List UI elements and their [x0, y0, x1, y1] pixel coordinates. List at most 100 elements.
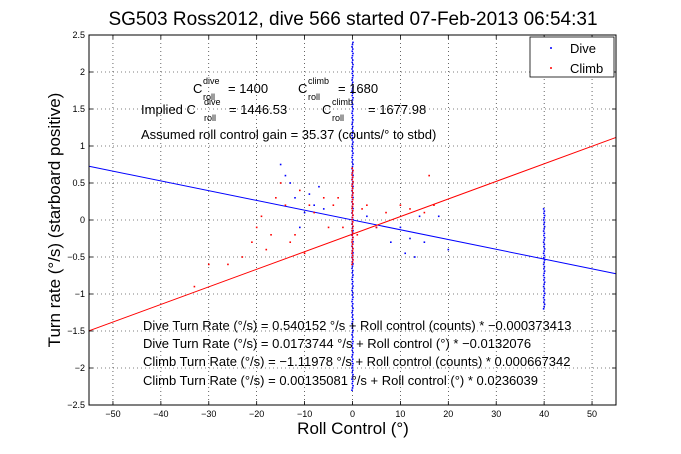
dive-point: [418, 215, 421, 218]
dive-cluster-point: [352, 307, 354, 310]
dive-cluster-point: [351, 316, 354, 318]
dive-cluster-point: [351, 382, 354, 385]
climb-point: [322, 197, 325, 199]
dive-cluster-point: [351, 79, 353, 81]
dive-cluster-point: [352, 340, 354, 343]
climb-cluster-point: [351, 176, 354, 178]
climb-point: [265, 248, 268, 251]
climb-point: [428, 174, 430, 177]
implied-label: Implied C: [141, 102, 196, 117]
dive-cluster-point: [543, 292, 546, 295]
climb-cluster-point: [351, 234, 354, 237]
implied-dive-sup: dive: [204, 97, 221, 107]
climb-point: [361, 208, 363, 210]
dive-cluster-point: [352, 41, 354, 44]
dive-cluster-point: [351, 358, 354, 360]
dive-cluster-point: [351, 289, 353, 292]
climb-cluster-point: [351, 238, 354, 241]
dive-cluster-point: [351, 287, 354, 290]
climb-cluster-point: [351, 198, 354, 201]
dive-point: [279, 163, 282, 166]
dive-cluster-point: [543, 234, 545, 237]
dive-cluster-point: [351, 269, 354, 272]
dive-cluster-point: [351, 327, 354, 329]
climb-point: [270, 234, 272, 236]
climb-cluster-point: [351, 263, 353, 266]
climb-point: [294, 234, 296, 236]
dive-cluster-point: [352, 240, 354, 243]
y-tick-label: −2: [75, 363, 85, 373]
x-tick-label: 40: [539, 409, 549, 419]
dive-cluster-point: [351, 94, 354, 97]
dive-cluster-point: [351, 43, 354, 46]
climb-cluster-point: [352, 214, 354, 216]
dive-cluster-point: [352, 63, 354, 66]
climb-point: [260, 215, 263, 218]
dive-cluster-point: [351, 265, 354, 267]
fit-equation: Climb Turn Rate (°/s) = −1.11978 °/s + R…: [143, 354, 570, 369]
dive-cluster-point: [543, 290, 545, 292]
dive-cluster-point: [351, 367, 353, 369]
tick-labels: −50 −40 −30 −20 −10 0 10 20 30 40 50−2.5−2−1.5−1−0…: [67, 30, 597, 419]
dive-cluster-point: [351, 267, 353, 270]
dive-cluster-point: [351, 136, 354, 139]
dive-cluster-point: [351, 389, 353, 391]
climb-cluster-point: [351, 230, 353, 232]
implied-dive-value: = 1446.53: [229, 102, 287, 117]
dive-cluster-point: [351, 68, 353, 70]
x-tick-label: −10: [297, 409, 312, 419]
climb-cluster-point: [351, 245, 354, 248]
dive-cluster-point: [351, 123, 353, 126]
dive-point: [404, 252, 406, 255]
dive-cluster-point: [351, 139, 354, 141]
dive-cluster-point: [352, 96, 354, 99]
dive-point: [284, 174, 287, 177]
x-tick-label: −40: [153, 409, 168, 419]
dive-cluster-point: [352, 274, 354, 276]
dive-point: [299, 226, 301, 229]
dive-point: [308, 193, 311, 195]
dive-cluster-point: [542, 230, 545, 232]
dive-cluster-point: [351, 309, 354, 312]
dive-cluster-point: [352, 373, 354, 376]
dive-cluster-point: [543, 243, 546, 246]
dive-cluster-point: [351, 311, 353, 314]
dive-cluster-point: [352, 52, 354, 55]
dive-point: [366, 215, 368, 218]
dive-cluster-point: [352, 318, 354, 321]
climb-cluster-point: [351, 252, 353, 255]
dive-cluster-point: [351, 121, 354, 123]
y-tick-label: 2: [80, 67, 85, 77]
grid: [89, 34, 616, 406]
dive-cluster-point: [352, 296, 354, 298]
dive-cluster-point: [351, 347, 354, 349]
dive-cluster-point: [543, 254, 546, 257]
dive-cluster-point: [351, 305, 354, 307]
legend-climb-marker: [550, 67, 552, 69]
climb-cluster-point: [351, 174, 353, 176]
dive-cluster-point: [352, 185, 354, 188]
climb-cluster-point: [351, 183, 354, 185]
ticks: [89, 34, 616, 406]
dive-cluster-point: [351, 99, 354, 101]
dive-cluster-point: [352, 263, 354, 265]
dive-cluster-point: [351, 145, 353, 148]
fit-equation: Dive Turn Rate (°/s) = 0.0173744 °/s + R…: [143, 336, 531, 351]
climb-cluster-point: [352, 169, 354, 172]
dive-point: [413, 256, 416, 258]
dive-cluster-point: [351, 356, 353, 358]
y-tick-label: 1: [80, 141, 85, 151]
dive-cluster-point: [351, 278, 353, 281]
dive-cluster-point: [351, 127, 354, 130]
dive-cluster-point: [543, 250, 545, 252]
dive-point: [437, 215, 440, 218]
chart-title: SG503 Ross2012, dive 566 started 07-Feb-…: [108, 9, 597, 30]
dive-cluster-point: [351, 276, 354, 279]
climb-point: [308, 204, 311, 206]
data-points: [193, 41, 546, 391]
dive-cluster-point: [543, 223, 545, 226]
climb-cluster-point: [351, 178, 354, 181]
y-tick-label: −2.5: [67, 400, 85, 410]
x-tick-label: −20: [249, 409, 264, 419]
